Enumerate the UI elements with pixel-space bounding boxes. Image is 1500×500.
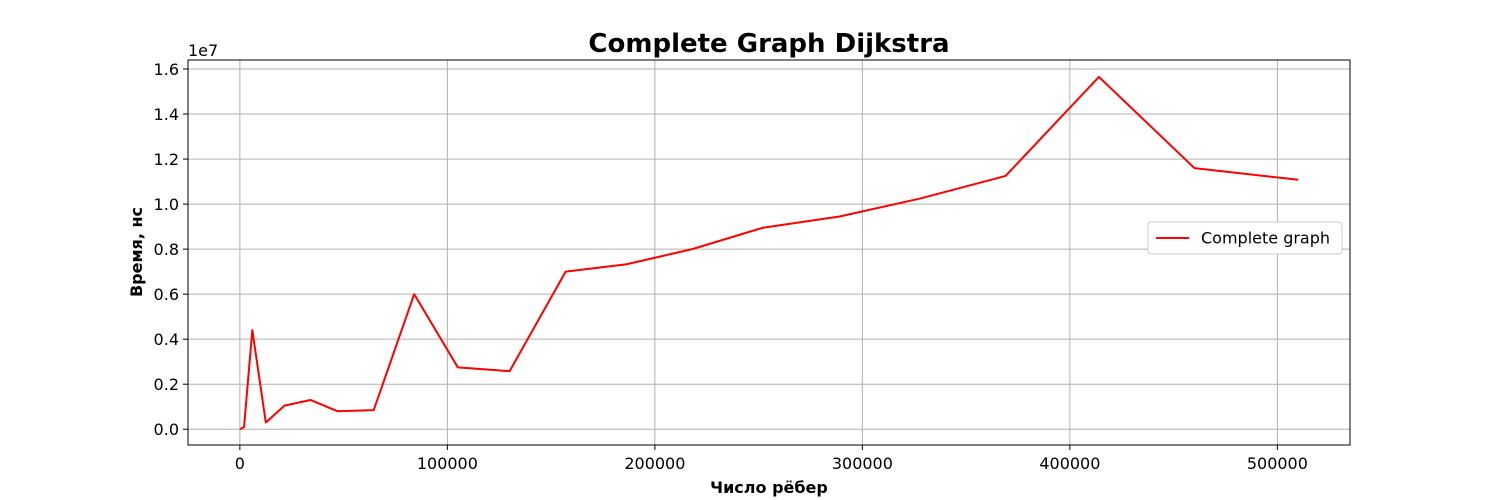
legend-label: Complete graph bbox=[1201, 229, 1330, 248]
x-tick-label: 500000 bbox=[1247, 454, 1308, 473]
y-tick-label: 0.2 bbox=[154, 375, 179, 394]
x-axis-label: Число рёбер bbox=[710, 478, 828, 497]
x-tick-label: 200000 bbox=[624, 454, 685, 473]
y-tick-label: 0.6 bbox=[154, 285, 179, 304]
y-tick-label: 0.8 bbox=[154, 240, 179, 259]
y-tick-label: 1.6 bbox=[154, 60, 179, 79]
x-tick-label: 100000 bbox=[417, 454, 478, 473]
chart-title: Complete Graph Dijkstra bbox=[588, 29, 949, 59]
legend-box bbox=[1147, 221, 1343, 255]
y-offset-label: 1e7 bbox=[188, 41, 218, 60]
series-line bbox=[239, 75, 1299, 431]
y-tick-label: 1.2 bbox=[154, 150, 179, 169]
y-tick-label: 1.0 bbox=[154, 195, 179, 214]
x-tick-label: 0 bbox=[235, 454, 245, 473]
y-tick-label: 0.4 bbox=[154, 330, 179, 349]
ticks: 0 100000 200000 300000 400000 500000 0.0 0.2 0.4… bbox=[154, 60, 1308, 473]
y-tick-label: 1.4 bbox=[154, 105, 179, 124]
x-tick-label: 400000 bbox=[1039, 454, 1100, 473]
plot-frame bbox=[187, 59, 1351, 446]
x-tick-label: 300000 bbox=[832, 454, 893, 473]
series-layer bbox=[239, 75, 1299, 431]
legend: Complete graph bbox=[1147, 221, 1343, 255]
y-tick-label: 0.0 bbox=[154, 420, 179, 439]
y-axis-label: Время, нс bbox=[127, 207, 146, 297]
